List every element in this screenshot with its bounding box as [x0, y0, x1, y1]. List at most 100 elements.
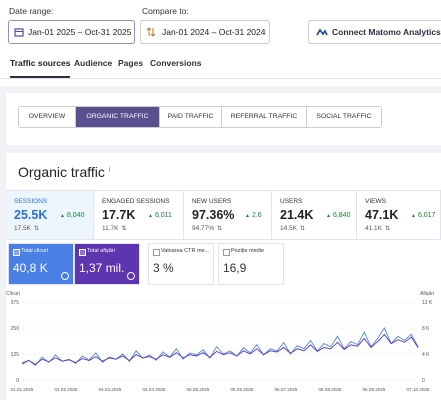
tile-label: Total afișări — [87, 248, 115, 254]
y2-tick-label: 8 K — [422, 326, 430, 332]
up-arrow: ▲ — [148, 213, 153, 219]
tile-label: Total clicuri — [21, 248, 49, 254]
metric-tile[interactable]: Total afișări 1,37 mil. — [74, 243, 140, 285]
metric[interactable]: NEW USERS 97.36% ▲ 2.6 94.77% ⇅ — [184, 191, 272, 239]
segment-card: OVERVIEW ORGANIC TRAFFIC PAID TRAFFIC REFER… — [6, 93, 441, 145]
x-tick-label: 05.06.2025 — [231, 387, 254, 392]
tile-value: 1,37 mil. — [79, 261, 125, 275]
metric-previous: 41.1K ⇅ — [365, 225, 390, 232]
tile-checkbox — [13, 249, 20, 256]
metric[interactable]: USERS 21.4K ▲ 6,840 14.5K ⇅ — [272, 191, 357, 239]
delta-value: 2.6 — [251, 212, 262, 219]
previous-value: 41.1K — [365, 225, 382, 232]
segment-button[interactable]: PAID TRAFFIC — [160, 107, 222, 127]
compare-picker[interactable]: Jan-01 2024 – Oct-31 2024 — [140, 20, 270, 44]
x-tick-label: 01.01.2025 — [11, 387, 34, 392]
y-tick-label: 375 — [11, 300, 20, 306]
x-tick-label: 06.08.2025 — [319, 387, 342, 392]
matomo-icon — [316, 28, 328, 36]
metric-label: VIEWS — [365, 198, 386, 205]
metric-tile[interactable]: Poziție medie 16,9 — [218, 243, 284, 285]
y2-tick-label: 4 K — [422, 352, 430, 358]
metric-previous: 94.77% ⇅ — [192, 225, 222, 232]
date-range-picker[interactable]: Jan-01 2025 – Oct-31 2025 — [8, 20, 135, 44]
previous-value: 14.5K — [280, 225, 297, 232]
y2-axis-label: Afișări — [420, 291, 434, 297]
compare-icon — [146, 27, 156, 37]
metric-label: SESSIONS — [14, 198, 48, 205]
series-line — [21, 327, 419, 367]
metric-label: USERS — [280, 198, 303, 205]
tile-value: 3 % — [153, 261, 174, 275]
compare-range: Jan-01 2024 – Oct-31 2024 — [162, 27, 266, 37]
metric[interactable]: SESSIONS 25.5K ▲ 8,040 17.5K ⇅ — [6, 191, 94, 239]
connect-button[interactable]: Connect Matomo Analytics — [308, 20, 441, 44]
tile-label: Poziție medie — [231, 248, 265, 254]
y-tick-label: 250 — [11, 326, 20, 332]
metric-delta: ▲ 8,040 — [60, 212, 84, 219]
metric-previous: 17.5K ⇅ — [14, 225, 39, 232]
compare-icon: ⇅ — [300, 226, 306, 232]
tab[interactable]: Traffic sources — [10, 58, 71, 78]
section-title: Organic traffic i — [18, 164, 110, 180]
x-tick-label: 06.09.2025 — [363, 387, 386, 392]
metrics-row: SESSIONS 25.5K ▲ 8,040 17.5K ⇅ ENGAGED SESSION… — [6, 190, 441, 240]
metric-label: NEW USERS — [192, 198, 232, 205]
x-tick-label: 01.02.2025 — [55, 387, 78, 392]
help-icon — [61, 272, 69, 280]
x-tick-label: 07.10.2025 — [407, 387, 430, 392]
metric-delta: ▲ 6,017 — [411, 212, 435, 219]
metric-delta: ▲ 2.6 — [245, 212, 262, 219]
metric-value: 47.1K — [365, 208, 399, 222]
metric-previous: 11.7K ⇅ — [102, 225, 127, 232]
metric-value: 21.4K — [280, 208, 314, 222]
search-console-tiles: Total clicuri 40,8 K Total afișări 1,37 mil… — [8, 243, 298, 285]
search-console-chart: Clicuri Afișări 0 125 250 375 0 4 K 8 K 12 K 01.01… — [6, 291, 434, 392]
delta-value: 6,840 — [332, 212, 351, 219]
x-tick-label: 04.04.2025 — [143, 387, 166, 392]
tab[interactable]: Audience — [74, 58, 113, 68]
tab[interactable]: Conversions — [150, 58, 202, 68]
segment-control: OVERVIEW ORGANIC TRAFFIC PAID TRAFFIC REFER… — [18, 106, 382, 128]
help-icon — [127, 272, 135, 280]
tile-checkbox — [79, 249, 86, 256]
metric-previous: 14.5K ⇅ — [280, 225, 305, 232]
y2-tick-label: 12 K — [422, 300, 433, 306]
segment-button[interactable]: ORGANIC TRAFFIC — [76, 107, 160, 127]
y-tick-label: 125 — [11, 352, 20, 358]
segment-button[interactable]: OVERVIEW — [19, 107, 76, 127]
metric-delta: ▲ 6,011 — [148, 212, 172, 219]
tile-value: 16,9 — [223, 261, 247, 275]
connect-label: Connect Matomo Analytics — [332, 27, 441, 37]
series-line — [21, 333, 419, 365]
segment-button[interactable]: REFERRAL TRAFFIC — [222, 107, 307, 127]
metric-tile[interactable]: Total clicuri 40,8 K — [8, 243, 74, 285]
metric-tile[interactable]: Valoarea CTR me... 3 % — [148, 243, 214, 285]
tab[interactable]: Pages — [118, 58, 144, 68]
y-axis-label: Clicuri — [6, 291, 20, 297]
metric-value: 25.5K — [14, 208, 48, 222]
date-range: Jan-01 2025 – Oct-31 2025 — [28, 27, 132, 37]
previous-value: 94.77% — [192, 225, 215, 232]
compare-icon: ⇅ — [217, 226, 223, 232]
previous-value: 11.7K — [102, 225, 119, 232]
delta-value: 6,011 — [154, 212, 172, 219]
metric-label: ENGAGED SESSIONS — [102, 198, 170, 205]
delta-value: 6,017 — [417, 212, 436, 219]
section-title-text: Organic traffic — [18, 164, 105, 180]
y-tick-label: 0 — [16, 378, 19, 384]
up-arrow: ▲ — [60, 213, 65, 219]
metric[interactable]: VIEWS 47.1K ▲ 6,017 41.1K ⇅ — [357, 191, 441, 239]
tile-value: 40,8 K — [13, 261, 48, 275]
metric-value: 17.7K — [102, 208, 136, 222]
metric[interactable]: ENGAGED SESSIONS 17.7K ▲ 6,011 11.7K ⇅ — [94, 191, 184, 239]
segment-button[interactable]: SOCIAL TRAFFIC — [307, 107, 382, 127]
info-icon: i — [108, 166, 111, 174]
tile-checkbox — [223, 249, 230, 256]
up-arrow: ▲ — [326, 213, 331, 219]
up-arrow: ▲ — [245, 213, 250, 219]
delta-value: 8,040 — [66, 212, 85, 219]
calendar-icon — [14, 28, 24, 37]
y2-tick-label: 0 — [422, 378, 425, 384]
